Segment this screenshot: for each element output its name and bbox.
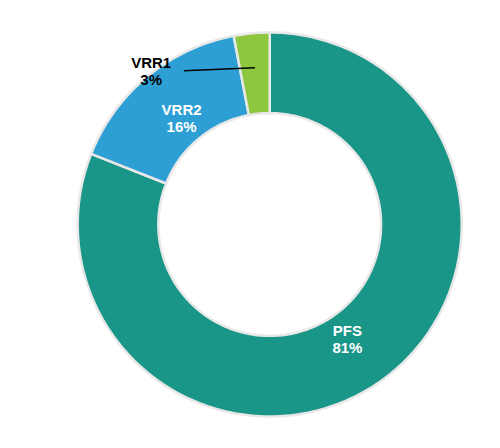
- svg-text:PFS81%: PFS81%: [332, 322, 362, 356]
- svg-text:VRR13%: VRR13%: [131, 54, 171, 88]
- svg-text:VRR216%: VRR216%: [162, 101, 202, 135]
